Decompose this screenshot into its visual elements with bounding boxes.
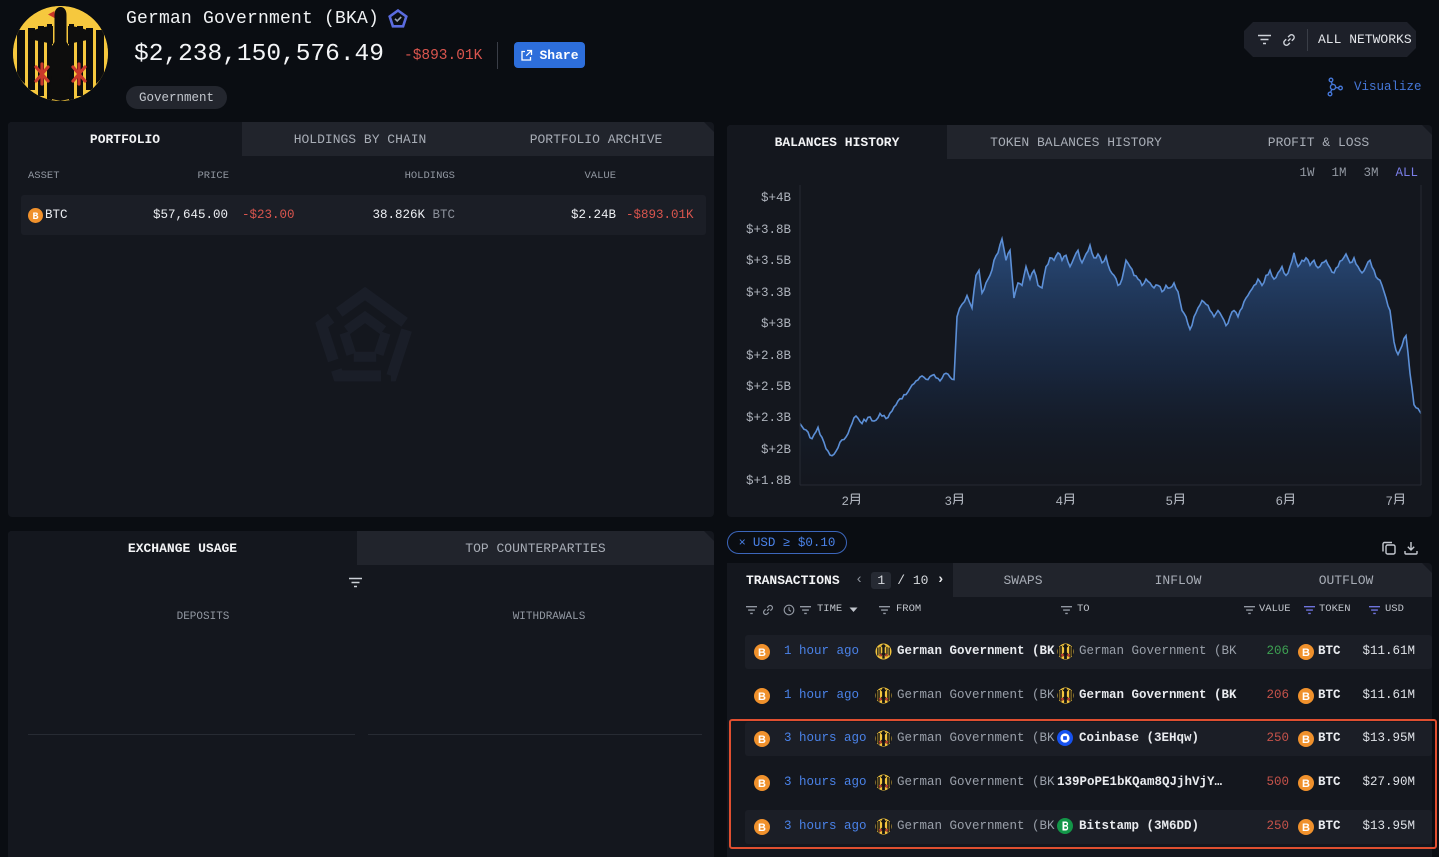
- svg-text:$+2.5B: $+2.5B: [746, 380, 792, 394]
- svg-text:3: 3: [944, 495, 952, 509]
- svg-text:$+4B: $+4B: [761, 191, 792, 205]
- svg-text:B: B: [758, 691, 766, 703]
- svg-text:B: B: [758, 778, 766, 790]
- svg-text:4: 4: [1055, 495, 1063, 509]
- svg-text:2: 2: [841, 495, 849, 509]
- svg-text:$+1.8B: $+1.8B: [746, 474, 792, 488]
- svg-text:$+3.5B: $+3.5B: [746, 254, 792, 268]
- svg-text:B: B: [758, 647, 766, 659]
- svg-text:B: B: [1302, 734, 1310, 746]
- svg-text:$+2.8B: $+2.8B: [746, 349, 792, 363]
- svg-text:6: 6: [1275, 495, 1283, 509]
- svg-text:B: B: [758, 734, 766, 746]
- svg-text:B: B: [32, 212, 38, 223]
- svg-text:B: B: [1302, 647, 1310, 659]
- svg-text:7: 7: [1385, 495, 1393, 509]
- svg-text:5: 5: [1165, 495, 1173, 509]
- svg-text:B: B: [1302, 778, 1310, 790]
- svg-text:$+3.3B: $+3.3B: [746, 286, 792, 300]
- svg-text:B: B: [1302, 822, 1310, 834]
- svg-text:$+3.8B: $+3.8B: [746, 223, 792, 237]
- svg-text:$+3B: $+3B: [761, 317, 792, 331]
- svg-text:$+2.3B: $+2.3B: [746, 411, 792, 425]
- svg-text:B: B: [1302, 691, 1310, 703]
- svg-text:$+2B: $+2B: [761, 443, 792, 457]
- svg-text:B: B: [758, 822, 766, 834]
